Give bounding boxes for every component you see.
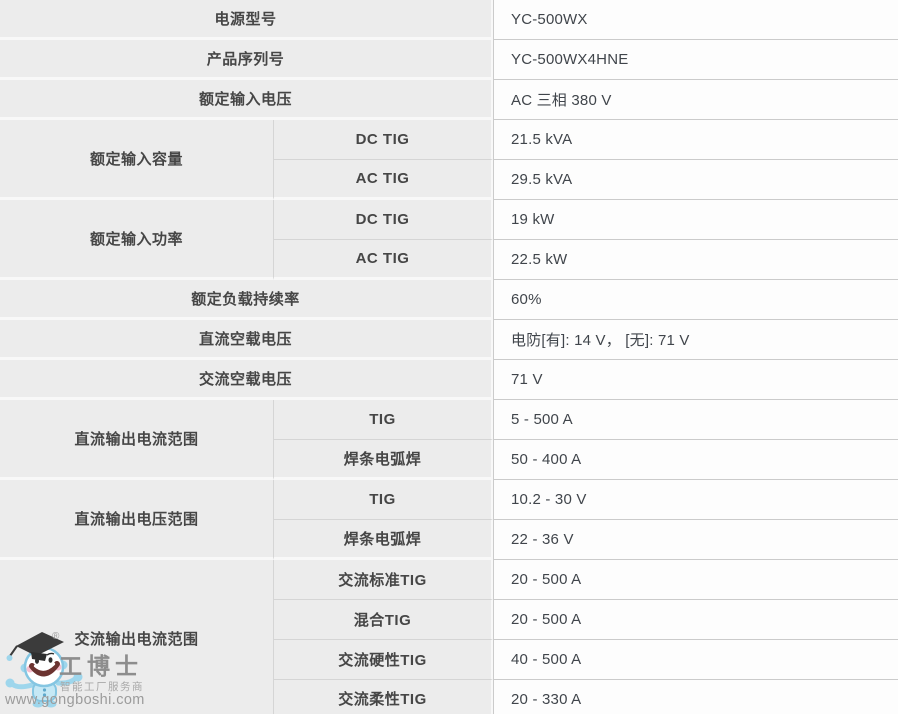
row-value: 20 - 500 A <box>493 560 898 600</box>
row-value: 29.5 kVA <box>493 160 898 200</box>
sub-label: AC TIG <box>274 240 493 280</box>
row-value: 22 - 36 V <box>493 520 898 560</box>
row-value: 20 - 330 A <box>493 680 898 714</box>
spec-row-section: 直流输出电压范围 TIG 10.2 - 30 V 焊条电弧焊 22 - 36 V <box>0 480 898 560</box>
row-label: 额定输入电压 <box>0 80 493 120</box>
spec-row-section: 产品序列号 YC-500WX4HNE <box>0 40 898 80</box>
spec-subrow: 交流柔性TIG 20 - 330 A <box>274 680 898 714</box>
spec-row-section: 额定负载持续率 60% <box>0 280 898 320</box>
spec-subrow: AC TIG 29.5 kVA <box>274 160 898 200</box>
spec-subrow: 焊条电弧焊 22 - 36 V <box>274 520 898 560</box>
group-subrows: 交流标准TIG 20 - 500 A 混合TIG 20 - 500 A 交流硬性TIG 4… <box>274 560 898 714</box>
spec-subrow: 交流标准TIG 20 - 500 A <box>274 560 898 600</box>
sub-label: 交流硬性TIG <box>274 640 493 680</box>
group-subrows: DC TIG 19 kW AC TIG 22.5 kW <box>274 200 898 280</box>
row-value: 5 - 500 A <box>493 400 898 440</box>
spec-row-section: 直流空载电压 电防[有]: 14 V， [无]: 71 V <box>0 320 898 360</box>
sub-label: DC TIG <box>274 200 493 240</box>
row-value: 22.5 kW <box>493 240 898 280</box>
spec-subrow: AC TIG 22.5 kW <box>274 240 898 280</box>
spec-row-section: 交流输出电流范围 交流标准TIG 20 - 500 A 混合TIG 20 - 500 A… <box>0 560 898 714</box>
row-label: 电源型号 <box>0 0 493 40</box>
row-value: 50 - 400 A <box>493 440 898 480</box>
spec-row-section: 电源型号 YC-500WX <box>0 0 898 40</box>
spec-row-section: 额定输入容量 DC TIG 21.5 kVA AC TIG 29.5 kVA <box>0 120 898 200</box>
spec-row-section: 直流输出电流范围 TIG 5 - 500 A 焊条电弧焊 50 - 400 A <box>0 400 898 480</box>
group-subrows: TIG 5 - 500 A 焊条电弧焊 50 - 400 A <box>274 400 898 480</box>
row-value: 71 V <box>493 360 898 400</box>
group-subrows: TIG 10.2 - 30 V 焊条电弧焊 22 - 36 V <box>274 480 898 560</box>
row-value: AC 三相 380 V <box>493 80 898 120</box>
spec-subrow: TIG 10.2 - 30 V <box>274 480 898 520</box>
spec-row-section: 额定输入电压 AC 三相 380 V <box>0 80 898 120</box>
sub-label: DC TIG <box>274 120 493 160</box>
row-value: 20 - 500 A <box>493 600 898 640</box>
row-value: YC-500WX <box>493 0 898 40</box>
spec-row-section: 交流空载电压 71 V <box>0 360 898 400</box>
spec-subrow: DC TIG 19 kW <box>274 200 898 240</box>
spec-subrow: 混合TIG 20 - 500 A <box>274 600 898 640</box>
group-label: 额定输入容量 <box>0 120 274 200</box>
sub-label: AC TIG <box>274 160 493 200</box>
group-label: 交流输出电流范围 <box>0 560 274 714</box>
sub-label: 混合TIG <box>274 600 493 640</box>
spec-subrow: 交流硬性TIG 40 - 500 A <box>274 640 898 680</box>
sub-label: 焊条电弧焊 <box>274 440 493 480</box>
group-subrows: DC TIG 21.5 kVA AC TIG 29.5 kVA <box>274 120 898 200</box>
spec-subrow: 焊条电弧焊 50 - 400 A <box>274 440 898 480</box>
row-label: 产品序列号 <box>0 40 493 80</box>
sub-label: TIG <box>274 400 493 440</box>
sub-label: 交流标准TIG <box>274 560 493 600</box>
spec-subrow: TIG 5 - 500 A <box>274 400 898 440</box>
row-value: 电防[有]: 14 V， [无]: 71 V <box>493 320 898 360</box>
row-label: 额定负载持续率 <box>0 280 493 320</box>
row-value: 21.5 kVA <box>493 120 898 160</box>
group-label: 直流输出电流范围 <box>0 400 274 480</box>
row-value: 40 - 500 A <box>493 640 898 680</box>
row-value: 19 kW <box>493 200 898 240</box>
sub-label: TIG <box>274 480 493 520</box>
group-label: 直流输出电压范围 <box>0 480 274 560</box>
sub-label: 交流柔性TIG <box>274 680 493 714</box>
group-label: 额定输入功率 <box>0 200 274 280</box>
spec-subrow: DC TIG 21.5 kVA <box>274 120 898 160</box>
row-label: 交流空载电压 <box>0 360 493 400</box>
row-value: YC-500WX4HNE <box>493 40 898 80</box>
row-label: 直流空载电压 <box>0 320 493 360</box>
sub-label: 焊条电弧焊 <box>274 520 493 560</box>
row-value: 60% <box>493 280 898 320</box>
row-value: 10.2 - 30 V <box>493 480 898 520</box>
spec-row-section: 额定输入功率 DC TIG 19 kW AC TIG 22.5 kW <box>0 200 898 280</box>
